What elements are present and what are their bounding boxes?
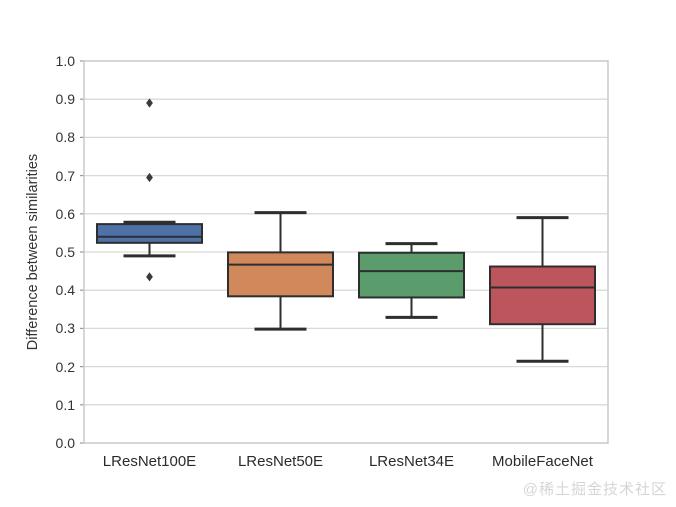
y-tick-label: 0.4 [55, 282, 75, 299]
y-tick-label: 0.0 [55, 435, 75, 451]
y-tick-label: 0.8 [55, 129, 75, 146]
watermark: @稀土掘金技术社区 [522, 481, 667, 498]
x-category-label: LResNet100E [102, 453, 197, 470]
y-tick-label: 0.2 [55, 358, 75, 375]
iqr-box [489, 265, 596, 326]
iqr-box [358, 251, 465, 299]
x-category-label: LResNet34E [368, 453, 455, 470]
plot-border [83, 60, 609, 444]
y-tick-label: 0.7 [55, 167, 75, 184]
y-tick-label: 0.6 [55, 205, 75, 222]
iqr-box [96, 223, 203, 244]
y-tick-label: 0.5 [55, 244, 75, 260]
iqr-box [227, 251, 334, 298]
y-tick-label: 1.0 [55, 53, 75, 69]
outlier-point [146, 272, 153, 282]
outlier-point [146, 98, 153, 108]
y-tick-label: 0.1 [55, 396, 75, 413]
x-category-label: LResNet50E [237, 453, 324, 470]
x-category-label: MobileFaceNet [492, 453, 593, 470]
y-tick-label: 0.3 [55, 320, 75, 337]
y-tick-label: 0.9 [55, 91, 75, 108]
outlier-point [146, 172, 153, 183]
